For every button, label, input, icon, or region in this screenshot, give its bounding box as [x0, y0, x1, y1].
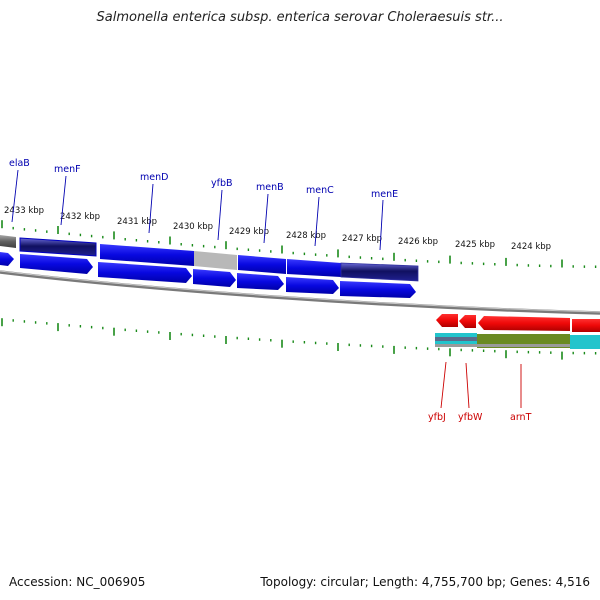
gene-label-arnT: arnT — [510, 412, 532, 423]
gene-arrow-reverse[interactable] — [436, 314, 458, 327]
gene-arrow[interactable] — [20, 254, 93, 274]
scale-label: 2433 kbp — [4, 206, 44, 216]
gene-leader-line — [11, 169, 19, 223]
feature-block-yfbJ-inner — [435, 337, 477, 341]
scale-label: 2431 kbp — [117, 217, 157, 227]
gene-leader-line — [440, 361, 447, 409]
gene-label-menB: menB — [256, 182, 284, 193]
map-title: Salmonella enterica subsp. enterica sero… — [96, 10, 504, 25]
gene-block-elaB-region[interactable] — [0, 235, 16, 248]
scale-label: 2429 kbp — [229, 227, 269, 237]
genome-backbone — [0, 270, 600, 315]
scale-label: 2425 kbp — [455, 240, 495, 250]
gene-arrow[interactable] — [193, 269, 236, 287]
gene-arrow[interactable] — [0, 252, 14, 266]
genome-backbone-highlight — [0, 270, 600, 313]
gene-leader-line — [60, 175, 67, 226]
gene-label-menD: menD — [140, 172, 168, 183]
feature-block-arnT[interactable] — [570, 335, 600, 349]
scale-label: 2430 kbp — [173, 222, 213, 232]
genome-summary-text: Topology: circular; Length: 4,755,700 bp… — [260, 575, 590, 589]
gene-block-menE[interactable] — [340, 262, 419, 282]
gene-leader-line — [379, 199, 384, 251]
gene-label-yfbW: yfbW — [458, 412, 483, 423]
accession-text: Accession: NC_006905 — [9, 575, 146, 589]
gene-leader-line — [314, 196, 320, 247]
gene-label-elaB: elaB — [9, 158, 30, 169]
gene-arrow[interactable] — [286, 277, 339, 294]
feature-strip — [435, 344, 570, 347]
scale-label: 2424 kbp — [511, 242, 551, 252]
scale-ticks-outer — [1, 220, 597, 268]
gene-block-menD[interactable] — [100, 244, 194, 266]
gene-leader-line — [465, 362, 470, 409]
gene-label-menC: menC — [306, 185, 334, 196]
gene-leader-line — [217, 189, 223, 241]
scale-ticks-inner — [1, 318, 597, 360]
gene-leader-line — [263, 193, 269, 244]
gene-arrow[interactable] — [237, 273, 284, 290]
scale-label: 2426 kbp — [398, 237, 438, 247]
gene-arrow-reverse[interactable] — [478, 316, 570, 331]
gene-arrow-reverse[interactable] — [459, 315, 476, 328]
gene-arrow[interactable] — [340, 281, 416, 298]
gene-label-menE: menE — [371, 189, 398, 200]
gene-block-yfbB[interactable] — [194, 251, 237, 270]
scale-label: 2432 kbp — [60, 212, 100, 222]
gene-arrow[interactable] — [98, 262, 192, 283]
gene-block-menC[interactable] — [287, 259, 341, 277]
gene-label-yfbJ: yfbJ — [428, 412, 446, 423]
gene-arrow-reverse[interactable] — [572, 319, 600, 332]
gene-label-yfbB: yfbB — [211, 178, 233, 189]
scale-label: 2428 kbp — [286, 231, 326, 241]
gene-block-menF[interactable] — [19, 237, 97, 257]
scale-label: 2427 kbp — [342, 234, 382, 244]
gene-block-menB[interactable] — [238, 255, 286, 274]
gene-leader-line — [148, 183, 154, 234]
gene-label-menF: menF — [54, 164, 81, 175]
